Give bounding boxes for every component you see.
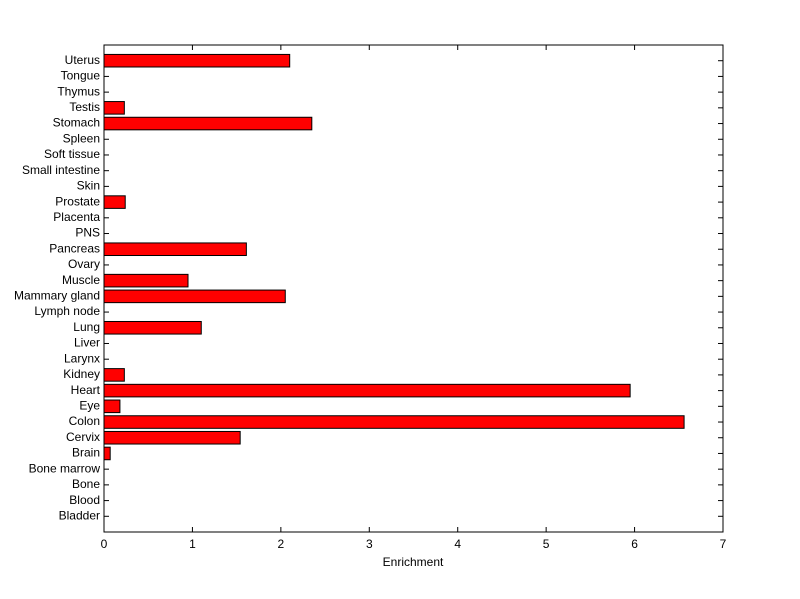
plot-frame	[103, 44, 724, 533]
bar	[103, 415, 685, 429]
y-tick-label: Bone marrow	[29, 461, 101, 475]
x-tick-label: 2	[278, 537, 285, 551]
y-tick-label: Prostate	[55, 194, 100, 208]
y-tick-label: Skin	[77, 179, 100, 193]
bar	[103, 195, 126, 209]
bar	[103, 273, 189, 288]
bar	[103, 368, 125, 382]
y-tick-label: Small intestine	[22, 163, 100, 177]
y-tick-label: Thymus	[57, 84, 100, 98]
y-tick-label: Ovary	[68, 257, 100, 271]
y-tick-label: Kidney	[63, 367, 100, 381]
y-tick-label: Bladder	[59, 508, 100, 522]
y-tick-label: Lymph node	[34, 304, 100, 318]
x-tick-label: 4	[454, 537, 461, 551]
bar	[103, 101, 125, 115]
y-tick-label: Spleen	[63, 131, 100, 145]
y-tick-label: PNS	[75, 226, 100, 240]
y-tick-label: Lung	[73, 320, 100, 334]
x-tick-label: 0	[101, 537, 108, 551]
y-tick-label: Liver	[74, 336, 100, 350]
y-tick-label: Eye	[79, 398, 100, 412]
y-tick-label: Blood	[69, 493, 100, 507]
y-tick-label: Placenta	[53, 210, 100, 224]
y-tick-label: Pancreas	[49, 241, 100, 255]
bar	[103, 320, 202, 335]
bar	[103, 446, 111, 461]
y-tick-label: Brain	[72, 446, 100, 460]
x-axis-label: Enrichment	[383, 555, 444, 569]
x-tick-label: 1	[189, 537, 196, 551]
bar	[103, 53, 291, 68]
y-tick-label: Colon	[69, 414, 100, 428]
bar	[103, 430, 241, 445]
x-tick-label: 6	[631, 537, 638, 551]
y-tick-label: Soft tissue	[44, 147, 100, 161]
y-tick-label: Testis	[69, 100, 100, 114]
y-tick-label: Tongue	[61, 69, 101, 83]
x-tick-label: 7	[720, 537, 727, 551]
y-tick-label: Stomach	[53, 116, 100, 130]
bar	[103, 116, 313, 131]
bar	[103, 383, 631, 398]
y-tick-label: Muscle	[62, 273, 100, 287]
y-tick-label: Cervix	[66, 430, 100, 444]
y-tick-label: Uterus	[65, 53, 100, 67]
y-tick-label: Larynx	[64, 351, 100, 365]
y-tick-label: Bone	[72, 477, 100, 491]
bar	[103, 399, 121, 414]
x-tick-label: 5	[543, 537, 550, 551]
y-tick-label: Mammary gland	[14, 289, 100, 303]
bar	[103, 289, 286, 304]
x-tick-label: 3	[366, 537, 373, 551]
bar	[103, 242, 247, 257]
y-tick-label: Heart	[71, 383, 101, 397]
